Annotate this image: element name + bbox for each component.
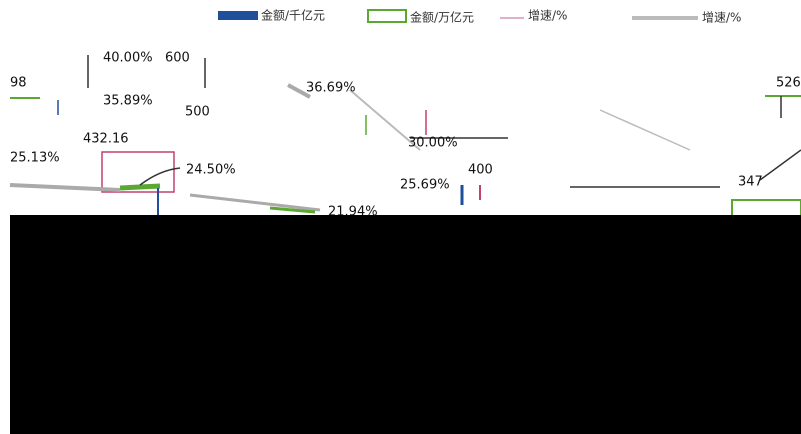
legend-label: 金额/万亿元: [410, 10, 474, 25]
legend-label: 增速/%: [528, 9, 567, 23]
legend-label: 增速/%: [702, 11, 741, 25]
data-label: 347: [738, 175, 763, 190]
data-label: 24.50%: [186, 163, 236, 178]
data-label: 526: [776, 76, 801, 91]
legend-swatch: [218, 11, 258, 20]
occluded-region: [10, 215, 801, 434]
legend-swatch: [367, 9, 407, 23]
data-label: 30.00%: [408, 136, 458, 151]
data-label: 500: [185, 105, 210, 120]
legend-label: 金额/千亿元: [261, 8, 325, 23]
chart-fragments: [9, 55, 801, 221]
data-label: 25.69%: [400, 178, 450, 193]
data-label: 400: [468, 163, 493, 178]
data-label: 36.69%: [306, 81, 356, 96]
data-label: 25.13%: [10, 151, 60, 166]
legend: 金额/千亿元 金额/万亿元 增速/% 增速/%: [218, 8, 741, 25]
data-label: 35.89%: [103, 94, 153, 109]
data-label: 40.00%: [103, 51, 153, 66]
data-label: 432.16: [83, 132, 129, 147]
data-label: 98: [10, 76, 27, 91]
data-label: 600: [165, 51, 190, 66]
